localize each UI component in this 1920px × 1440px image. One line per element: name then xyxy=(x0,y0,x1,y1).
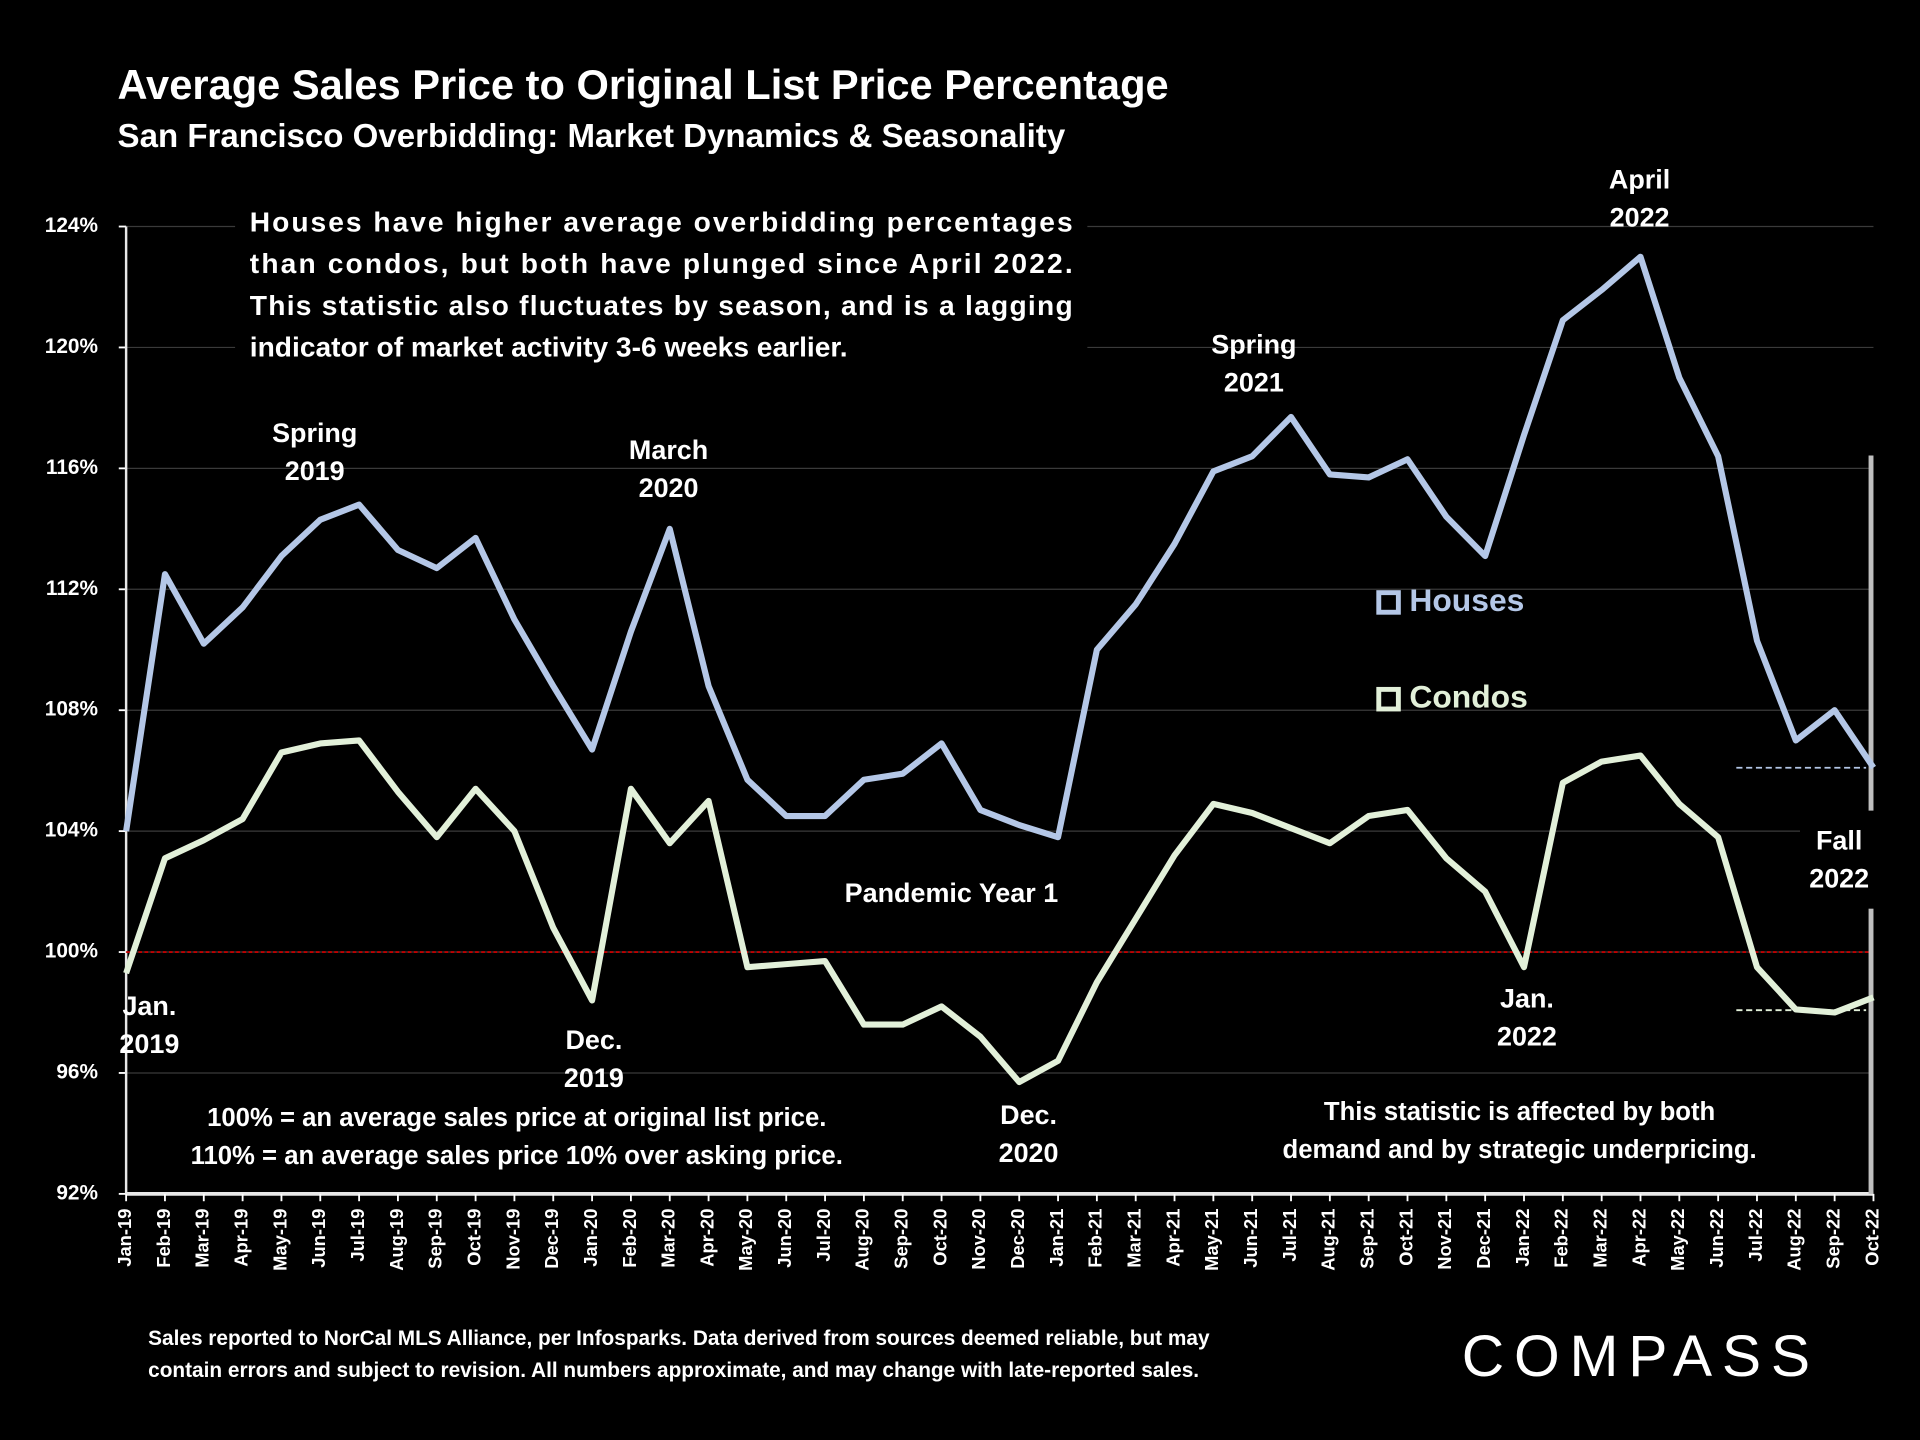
series-line xyxy=(123,737,1875,1086)
x-tick-label: Sep-22 xyxy=(1822,1209,1843,1269)
x-tick-label: Mar-20 xyxy=(658,1209,679,1268)
y-tick-label: 116% xyxy=(46,456,98,479)
logo: COMPASS xyxy=(1462,1324,1820,1389)
x-tick-label: Mar-19 xyxy=(192,1209,213,1268)
annotation: March xyxy=(629,435,708,465)
x-tick-label: Dec-20 xyxy=(1007,1209,1028,1269)
note: 100% = an average sales price at origina… xyxy=(207,1104,826,1132)
x-tick-label: Apr-22 xyxy=(1628,1209,1649,1267)
annotation: 2022 xyxy=(1610,202,1670,232)
annotation: Dec. xyxy=(565,1025,622,1055)
x-tick-label: Jun-21 xyxy=(1240,1209,1261,1268)
x-tick-label: Oct-19 xyxy=(463,1209,484,1266)
y-tick-label: 108% xyxy=(45,698,98,721)
x-tick-label: Jan-19 xyxy=(114,1209,135,1267)
footer: Sales reported to NorCal MLS Alliance, p… xyxy=(148,1327,1210,1350)
x-tick-label: Apr-19 xyxy=(230,1209,251,1267)
x-tick-label: Jul-20 xyxy=(813,1209,834,1262)
annotation: 2019 xyxy=(285,456,345,486)
description-line: This statistic also fluctuates by season… xyxy=(250,290,1073,321)
y-tick-label: 96% xyxy=(56,1060,98,1083)
annotation: 2021 xyxy=(1224,368,1284,398)
labels: 92% 96% 100% 104% 108% 112% 116% 120% 124% Jan-19… xyxy=(45,164,1883,1389)
x-tick-label: Oct-20 xyxy=(929,1209,950,1266)
x-tick-label: Jun-20 xyxy=(774,1209,795,1268)
description-line: indicator of market activity 3-6 weeks e… xyxy=(250,331,848,362)
x-tick-label: Sep-21 xyxy=(1357,1209,1378,1269)
x-tick-label: Feb-19 xyxy=(153,1209,174,1268)
x-tick-label: Jun-19 xyxy=(308,1209,329,1268)
x-tick-label: Jun-22 xyxy=(1706,1209,1727,1268)
x-tick-label: Aug-20 xyxy=(852,1209,873,1271)
x-tick-label: Sep-19 xyxy=(425,1209,446,1269)
y-tick-label: 104% xyxy=(45,819,98,842)
annotation: 2022 xyxy=(1809,864,1869,894)
annotation-box xyxy=(1800,817,1881,909)
x-tick-label: Nov-20 xyxy=(968,1209,989,1270)
note: This statistic is affected by both xyxy=(1324,1098,1715,1126)
description-line: than condos, but both have plunged since… xyxy=(250,248,1073,279)
x-tick-label: Feb-21 xyxy=(1085,1209,1106,1268)
x-tick-label: Dec-21 xyxy=(1473,1209,1494,1269)
x-tick-label: Nov-19 xyxy=(502,1209,523,1270)
chart-subtitle: San Francisco Overbidding: Market Dynami… xyxy=(118,118,1066,155)
series-line xyxy=(123,253,1877,841)
annotation: Pandemic Year 1 xyxy=(845,878,1059,908)
annotation: 2020 xyxy=(639,473,699,503)
annotation: 2019 xyxy=(119,1029,179,1059)
annotation: Spring xyxy=(1211,330,1296,360)
x-tick-label: Nov-21 xyxy=(1434,1209,1455,1270)
legend-swatch xyxy=(1376,590,1401,615)
annotation: Spring xyxy=(272,418,357,448)
y-tick-label: 124% xyxy=(45,214,98,237)
x-tick-label: Mar-22 xyxy=(1590,1209,1611,1268)
x-tick-label: Aug-22 xyxy=(1784,1209,1805,1271)
note: demand and by strategic underpricing. xyxy=(1283,1136,1757,1164)
x-tick-label: Feb-22 xyxy=(1551,1209,1572,1268)
x-tick-label: Jan-22 xyxy=(1512,1209,1533,1267)
x-tick-label: Oct-21 xyxy=(1395,1209,1416,1266)
legend-swatch xyxy=(1376,686,1401,712)
x-tick-label: Aug-21 xyxy=(1318,1209,1339,1271)
x-tick-label: Jul-19 xyxy=(347,1209,368,1262)
x-tick-label: Apr-21 xyxy=(1162,1209,1183,1267)
description-line: Houses have higher average overbidding p… xyxy=(250,207,1073,238)
y-tick-label: 112% xyxy=(46,577,98,600)
x-tick-label: May-20 xyxy=(735,1209,756,1271)
x-tick-label: Apr-20 xyxy=(696,1209,717,1267)
annotation: Dec. xyxy=(1000,1100,1057,1130)
x-tick-label: Jul-22 xyxy=(1745,1209,1766,1262)
x-tick-label: Feb-20 xyxy=(619,1209,640,1268)
x-tick-label: Sep-20 xyxy=(891,1209,912,1269)
x-tick-label: May-22 xyxy=(1667,1209,1688,1271)
x-tick-label: Jul-21 xyxy=(1279,1209,1300,1262)
x-tick-label: Aug-19 xyxy=(386,1209,407,1271)
x-tick-label: May-21 xyxy=(1201,1209,1222,1271)
annotation: Jan. xyxy=(1500,984,1554,1014)
annotation: 2022 xyxy=(1497,1021,1557,1051)
annotation: 2019 xyxy=(564,1063,624,1093)
y-tick-label: 92% xyxy=(56,1181,98,1204)
x-tick-label: Mar-21 xyxy=(1124,1209,1145,1268)
legend-label: Houses xyxy=(1409,582,1524,618)
annotation: Jan. xyxy=(122,991,176,1021)
y-tick-label: 100% xyxy=(45,940,98,963)
x-tick-label: Dec-19 xyxy=(541,1209,562,1269)
x-tick-label: Jan-21 xyxy=(1046,1209,1067,1267)
legend-label: Condos xyxy=(1409,679,1527,715)
chart-title: Average Sales Price to Original List Pri… xyxy=(118,61,1169,108)
annotation: Fall xyxy=(1816,826,1862,856)
annotation: 2020 xyxy=(999,1138,1059,1168)
x-tick-label: May-19 xyxy=(269,1209,290,1271)
y-tick-label: 120% xyxy=(45,335,98,358)
x-tick-label: Jan-20 xyxy=(580,1209,601,1267)
plot xyxy=(123,253,1877,1086)
x-tick-label: Oct-22 xyxy=(1861,1209,1882,1266)
annotation: April xyxy=(1609,164,1670,194)
note: 110% = an average sales price 10% over a… xyxy=(191,1142,843,1170)
footer: contain errors and subject to revision. … xyxy=(148,1359,1199,1382)
description-box xyxy=(235,199,1088,372)
